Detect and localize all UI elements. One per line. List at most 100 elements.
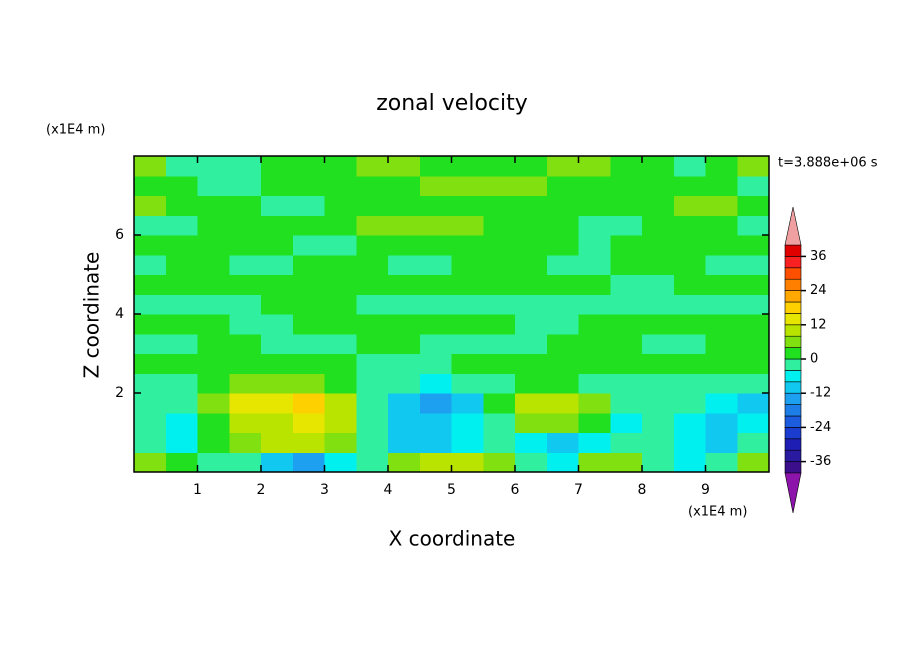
contour-cell	[419, 274, 452, 295]
contour-cell	[546, 452, 579, 473]
contour-cell	[324, 452, 357, 473]
contour-cell	[324, 432, 357, 453]
contour-cell	[388, 215, 421, 236]
contour-cell	[451, 156, 484, 177]
contour-cell	[737, 432, 770, 453]
contour-cell	[229, 353, 262, 374]
contour-cell	[451, 333, 484, 354]
contour-cell	[642, 175, 675, 196]
contour-cell	[610, 274, 643, 295]
contour-cell	[546, 215, 579, 236]
contour-cell	[483, 175, 516, 196]
contour-cell	[261, 254, 294, 275]
colorbar-extend-high	[784, 206, 802, 246]
contour-cell	[419, 353, 452, 374]
contour-cell	[610, 195, 643, 216]
contour-cell	[642, 373, 675, 394]
contour-cell	[197, 235, 230, 256]
contour-cell	[673, 412, 706, 433]
contour-cell	[705, 314, 738, 335]
contour-cell	[673, 432, 706, 453]
contour-cell	[642, 195, 675, 216]
contour-cell	[356, 393, 389, 414]
contour-cell	[134, 254, 167, 275]
contour-cell	[642, 353, 675, 374]
contour-cell	[705, 432, 738, 453]
contour-cell	[261, 353, 294, 374]
colorbar-box	[784, 415, 802, 428]
contour-cell	[673, 294, 706, 315]
contour-cell	[165, 235, 198, 256]
contour-cell	[483, 215, 516, 236]
contour-cell	[388, 353, 421, 374]
contour-cell	[515, 274, 548, 295]
contour-cell	[483, 294, 516, 315]
contour-cell	[610, 373, 643, 394]
contour-cell	[229, 156, 262, 177]
contour-cell	[197, 452, 230, 473]
contour-cell	[134, 235, 167, 256]
contour-cell	[705, 452, 738, 473]
contour-cell	[673, 235, 706, 256]
contour-cell	[610, 314, 643, 335]
contour-cell	[705, 254, 738, 275]
contour-cell	[642, 274, 675, 295]
contour-cell	[388, 393, 421, 414]
contour-cell	[673, 393, 706, 414]
contour-cell	[451, 412, 484, 433]
y-tick-label: 2	[115, 385, 124, 401]
contour-cell	[292, 432, 325, 453]
x-tick-label: 8	[638, 482, 647, 498]
contour-cell	[261, 412, 294, 433]
contour-cell	[292, 294, 325, 315]
contour-cell	[388, 254, 421, 275]
contour-cell	[261, 195, 294, 216]
contour-cell	[451, 235, 484, 256]
contour-cell	[165, 333, 198, 354]
contour-cell	[324, 274, 357, 295]
contour-cell	[324, 215, 357, 236]
contour-cell	[324, 294, 357, 315]
contour-cell	[197, 393, 230, 414]
colorbar-box	[784, 347, 802, 360]
contour-cell	[642, 294, 675, 315]
contour-cell	[165, 432, 198, 453]
colorbar-box	[784, 301, 802, 314]
colorbar-tick-label: -36	[810, 454, 831, 469]
contour-cell	[197, 333, 230, 354]
x-axis-label: X coordinate	[389, 527, 516, 551]
contour-cell	[388, 235, 421, 256]
contour-cell	[165, 175, 198, 196]
contour-cell	[419, 195, 452, 216]
contour-cell	[737, 215, 770, 236]
contour-cell	[197, 373, 230, 394]
contour-cell	[292, 254, 325, 275]
contour-cell	[261, 452, 294, 473]
contour-cell	[737, 333, 770, 354]
contour-cell	[134, 175, 167, 196]
contour-cell	[705, 294, 738, 315]
contour-cell	[165, 215, 198, 236]
contour-cell	[292, 452, 325, 473]
x-tick-label: 3	[320, 482, 329, 498]
contour-cell	[261, 156, 294, 177]
colorbar-tick-label: 12	[810, 317, 827, 332]
contour-cell	[165, 294, 198, 315]
contour-cell	[515, 175, 548, 196]
contour-cell	[356, 333, 389, 354]
colorbar-box	[784, 381, 802, 394]
contour-cell	[229, 215, 262, 236]
contour-cell	[134, 333, 167, 354]
contour-cell	[261, 432, 294, 453]
contour-cell	[324, 254, 357, 275]
contour-cell	[388, 412, 421, 433]
contour-cell	[165, 353, 198, 374]
contour-cell	[705, 353, 738, 374]
contour-cell	[673, 333, 706, 354]
contour-cell	[515, 333, 548, 354]
contour-cell	[515, 373, 548, 394]
contour-cell	[546, 195, 579, 216]
contour-cell	[737, 175, 770, 196]
contour-cell	[515, 254, 548, 275]
contour-cell	[705, 195, 738, 216]
